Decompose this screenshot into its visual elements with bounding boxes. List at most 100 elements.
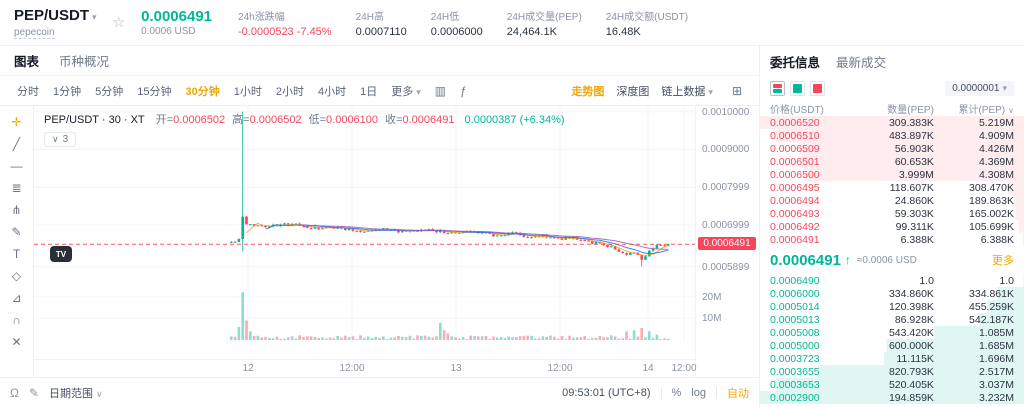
timeframe-15分钟[interactable]: 15分钟 [137, 85, 172, 98]
timeframe-1分钟[interactable]: 1分钟 [53, 85, 82, 98]
book-view-both-icon[interactable] [770, 80, 785, 96]
pitchfork-tool-icon[interactable]: ⋔ [11, 203, 22, 217]
timeframe-5分钟[interactable]: 5分钟 [95, 85, 124, 98]
timeframe-1小时[interactable]: 1小时 [233, 85, 262, 98]
bid-row[interactable]: 0.0003655 820.793K 2.517M [760, 365, 1024, 378]
stat-high: 24H高 0.0007110 [355, 11, 407, 38]
orderbook-last-price-row: 0.0006491 ↑ ≈0.0006 USD 更多 [760, 246, 1024, 274]
ohlc-change: 0.0000387 (+6.34%) [464, 114, 565, 126]
delete-tool-icon[interactable]: ✕ [11, 335, 22, 349]
magnet-tool-icon[interactable]: ∩ [12, 313, 21, 327]
tradingview-logo: TV [50, 246, 72, 262]
auto-scale-button[interactable]: 自动 [727, 387, 749, 400]
date-range-button[interactable]: 日期范围 ∨ [49, 385, 103, 401]
coin-name: pepecoin [14, 26, 55, 39]
expand-icon[interactable]: ⊞ [731, 83, 742, 98]
brush-tool-icon[interactable]: ✎ [11, 225, 22, 239]
tab-coin-overview[interactable]: 币种概况 [59, 55, 110, 69]
bid-row[interactable]: 0.0002900 194.859K 3.232M [760, 391, 1024, 404]
arrow-up-icon: ↑ [844, 253, 851, 267]
book-view-bids-icon[interactable] [790, 80, 805, 96]
ohlc-item: 高=0.0006502 [232, 114, 302, 126]
indicators-icon[interactable]: ƒ [460, 83, 467, 98]
orderbook-tabs: 委托信息 最新成交 [760, 46, 1024, 76]
timeframe-2小时[interactable]: 2小时 [275, 85, 304, 98]
pair-selector[interactable]: PEP/USDT ▾ pepecoin [14, 7, 97, 39]
text-tool-icon[interactable]: T [12, 247, 21, 261]
bid-row[interactable]: 0.0005000 600.000K 1.685M [760, 339, 1024, 352]
percent-scale-button[interactable]: % [671, 386, 682, 399]
ask-row[interactable]: 0.0006501 60.653K 4.369M [760, 155, 1024, 168]
bid-row[interactable]: 0.0005014 120.398K 455.259K [760, 300, 1024, 313]
ask-row[interactable]: 0.0006510 483.897K 4.909M [760, 129, 1024, 142]
bids-list: 0.0006490 1.0 1.0 0.0006000 334.860K 334.861K… [760, 274, 1024, 404]
bid-row[interactable]: 0.0006490 1.0 1.0 [760, 274, 1024, 287]
bid-row[interactable]: 0.0005008 543.420K 1.085M [760, 326, 1024, 339]
ohlc-item: 开=0.0006502 [155, 114, 226, 126]
timeframe-more-button[interactable]: 更多 ▾ [384, 81, 428, 101]
bid-row[interactable]: 0.0006000 334.860K 334.861K [760, 287, 1024, 300]
support-icon[interactable]: Ω [10, 385, 19, 400]
edit-icon[interactable]: ✎ [28, 385, 40, 400]
more-link[interactable]: 更多 [992, 255, 1014, 267]
chart-canvas[interactable]: PEP/USDT · 30 · XT 开=0.0006502 高=0.000650… [34, 106, 697, 377]
orderbook-header: 价格(USDT) 数量(PEP) 累计(PEP) ∨ [760, 100, 1024, 116]
stat-turnover: 24H成交额(USDT) 16.48K [605, 11, 689, 38]
candlestick-chart[interactable] [34, 106, 695, 359]
bid-row[interactable]: 0.0003723 11.115K 1.696M [760, 352, 1024, 365]
col-price: 价格(USDT) [770, 104, 824, 116]
bid-row[interactable]: 0.0003653 520.405K 3.037M [760, 378, 1024, 391]
time-axis: 12 12:00 13 12:00 14 12:00 [34, 359, 697, 377]
ask-row[interactable]: 0.0006491 6.388K 6.388K [760, 233, 1024, 246]
chevron-down-icon: ▾ [708, 86, 713, 97]
measure-tool-icon[interactable]: ⊿ [11, 291, 22, 305]
ohlc-item: 低=0.0006100 [308, 114, 379, 126]
bid-row[interactable]: 0.0005013 86.928K 542.187K [760, 313, 1024, 326]
horizontal-line-tool-icon[interactable]: ― [10, 159, 23, 173]
timeframe-分时[interactable]: 分时 [17, 85, 39, 98]
log-scale-button[interactable]: log [691, 386, 706, 399]
favorite-star-icon[interactable]: ☆ [112, 14, 126, 30]
candle-style-icon[interactable]: ▥ [434, 83, 447, 98]
mode-onchain-data[interactable]: 链上数据 ▾ [661, 83, 713, 99]
ask-row[interactable]: 0.0006500 3.999M 4.308M [760, 168, 1024, 181]
timeframe-1日[interactable]: 1日 [360, 85, 378, 98]
last-price-usd: 0.0006 USD [141, 26, 196, 37]
chevron-down-icon: ▾ [1002, 82, 1007, 93]
fib-retracement-tool-icon[interactable]: ≣ [11, 181, 22, 195]
ask-row[interactable]: 0.0006495 118.607K 308.470K [760, 181, 1024, 194]
chart-footer: Ω ✎ 日期范围 ∨ 09:53:01 (UTC+8) % log 自动 [0, 377, 759, 407]
shapes-tool-icon[interactable]: ◇ [11, 269, 22, 283]
mode-trend-chart[interactable]: 走势图 [571, 85, 605, 98]
stat-low: 24H低 0.0006000 [430, 11, 483, 38]
price-axis[interactable]: 0.0010000 0.0009000 0.0007999 0.0006999 0.00… [695, 106, 759, 377]
clock: 09:53:01 (UTC+8) [562, 387, 650, 399]
chart-title: PEP/USDT · 30 · XT [44, 114, 145, 126]
ask-row[interactable]: 0.0006509 56.903K 4.426M [760, 142, 1024, 155]
clock-timezone: (UTC+8) [608, 386, 651, 399]
precision-select[interactable]: 0.0000001 ▾ [945, 80, 1014, 96]
tab-latest-trades[interactable]: 最新成交 [836, 55, 887, 70]
ask-row[interactable]: 0.0006493 59.303K 165.002K [760, 207, 1024, 220]
ask-row[interactable]: 0.0006520 309.383K 5.219M [760, 116, 1024, 129]
date-range-label: 日期范围 [49, 387, 94, 400]
mode-depth-chart[interactable]: 深度图 [616, 85, 650, 98]
tab-order-book[interactable]: 委托信息 [770, 55, 821, 70]
timeframe-4小时[interactable]: 4小时 [318, 85, 347, 98]
tab-chart[interactable]: 图表 [14, 55, 40, 69]
book-view-asks-icon[interactable] [810, 80, 825, 96]
indicator-count: 3 [62, 134, 69, 145]
trend-line-tool-icon[interactable]: ╱ [12, 137, 21, 151]
ask-row[interactable]: 0.0006492 99.311K 105.699K [760, 220, 1024, 233]
col-total[interactable]: 累计(PEP) ∨ [934, 101, 1014, 116]
ohlc-item: 收=0.0006491 [385, 114, 455, 126]
last-price-block: 0.0006491 0.0006 USD [141, 8, 212, 37]
chart-region: ✛ ╱ ― ≣ ⋔ ✎ T ◇ ⊿ ∩ ✕ PEP/USDT · 30 · XT 开=0.00065… [0, 106, 759, 377]
chevron-down-icon: ∨ [1008, 105, 1014, 115]
indicators-collapse-button[interactable]: ∨ 3 [44, 132, 77, 147]
crosshair-tool-icon[interactable]: ✛ [11, 115, 22, 129]
chevron-down-icon: ∨ [52, 134, 59, 144]
ask-row[interactable]: 0.0006494 24.860K 189.863K [760, 194, 1024, 207]
timeframe-30分钟[interactable]: 30分钟 [185, 85, 220, 98]
